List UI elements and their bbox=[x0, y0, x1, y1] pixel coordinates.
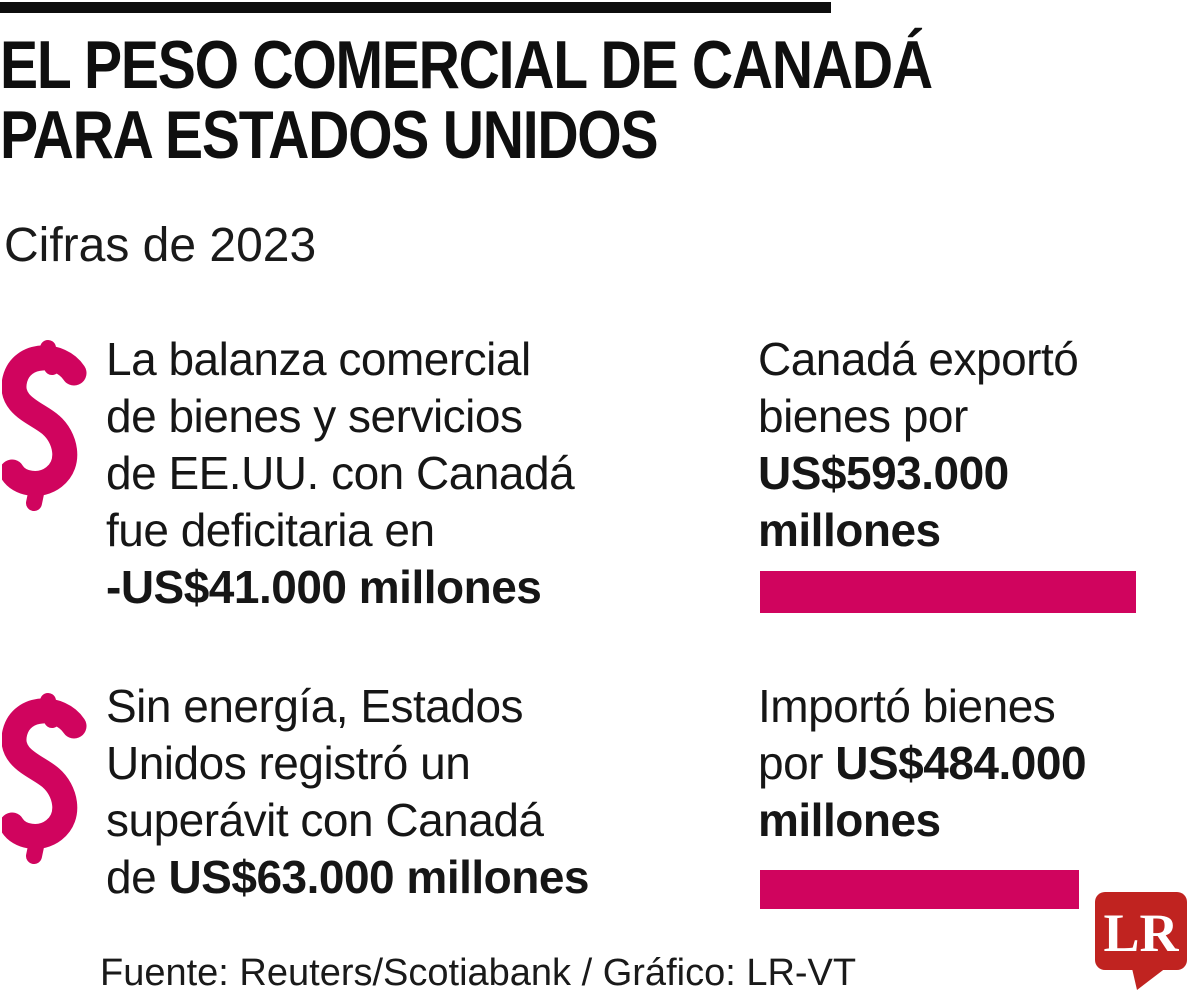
fact-line: de bienes y servicios bbox=[106, 390, 523, 442]
fact-line: La balanza comercial bbox=[106, 333, 531, 385]
exports-value-bar bbox=[760, 571, 1136, 613]
stat-value: US$484.000 bbox=[835, 737, 1087, 789]
stat-value-unit: millones bbox=[758, 794, 941, 846]
lr-logo-text: LR bbox=[1103, 903, 1179, 963]
dollar-sign-icon bbox=[2, 693, 87, 864]
imports-value-bar bbox=[760, 870, 1079, 909]
fact-highlight-line: de US$63.000 millones bbox=[106, 849, 590, 906]
lr-logo: LR bbox=[1095, 892, 1187, 990]
stat-value-prefix: por bbox=[758, 737, 836, 789]
stat-value-line: por US$484.000 bbox=[758, 735, 1087, 792]
stat-line: Canadá exportó bbox=[758, 333, 1079, 385]
stat-imports: Importó bienes por US$484.000 millones bbox=[758, 678, 1087, 849]
dollar-sign-icon bbox=[2, 340, 87, 511]
stat-value: US$593.000 bbox=[758, 447, 1009, 499]
page-title-line-1: EL PESO COMERCIAL DE CANADÁ bbox=[0, 27, 933, 103]
subtitle-year: Cifras de 2023 bbox=[4, 219, 317, 272]
stat-line: Importó bienes bbox=[758, 680, 1056, 732]
stat-line: bienes por bbox=[758, 390, 968, 442]
fact-highlight-prefix: de bbox=[106, 851, 169, 903]
fact-trade-balance: La balanza comercial de bienes y servici… bbox=[106, 331, 575, 616]
fact-highlight-value: US$63.000 millones bbox=[168, 851, 590, 903]
stat-exports: Canadá exportó bienes por US$593.000 mil… bbox=[758, 331, 1079, 559]
page-title-line-2: PARA ESTADOS UNIDOS bbox=[0, 97, 659, 173]
page-title: EL PESO COMERCIAL DE CANADÁ PARA ESTADOS… bbox=[0, 30, 1109, 170]
fact-line: de EE.UU. con Canadá bbox=[106, 447, 575, 499]
fact-line: fue deficitaria en bbox=[106, 504, 435, 556]
stat-value-unit: millones bbox=[758, 504, 941, 556]
fact-line: Unidos registró un bbox=[106, 737, 471, 789]
fact-line: Sin energía, Estados bbox=[106, 680, 524, 732]
fact-highlight-value: -US$41.000 millones bbox=[106, 561, 542, 613]
fact-line: superávit con Canadá bbox=[106, 794, 544, 846]
source-credit: Fuente: Reuters/Scotiabank / Gráfico: LR… bbox=[100, 952, 857, 994]
fact-surplus-ex-energy: Sin energía, Estados Unidos registró un … bbox=[106, 678, 590, 906]
top-accent-bar bbox=[0, 2, 831, 13]
